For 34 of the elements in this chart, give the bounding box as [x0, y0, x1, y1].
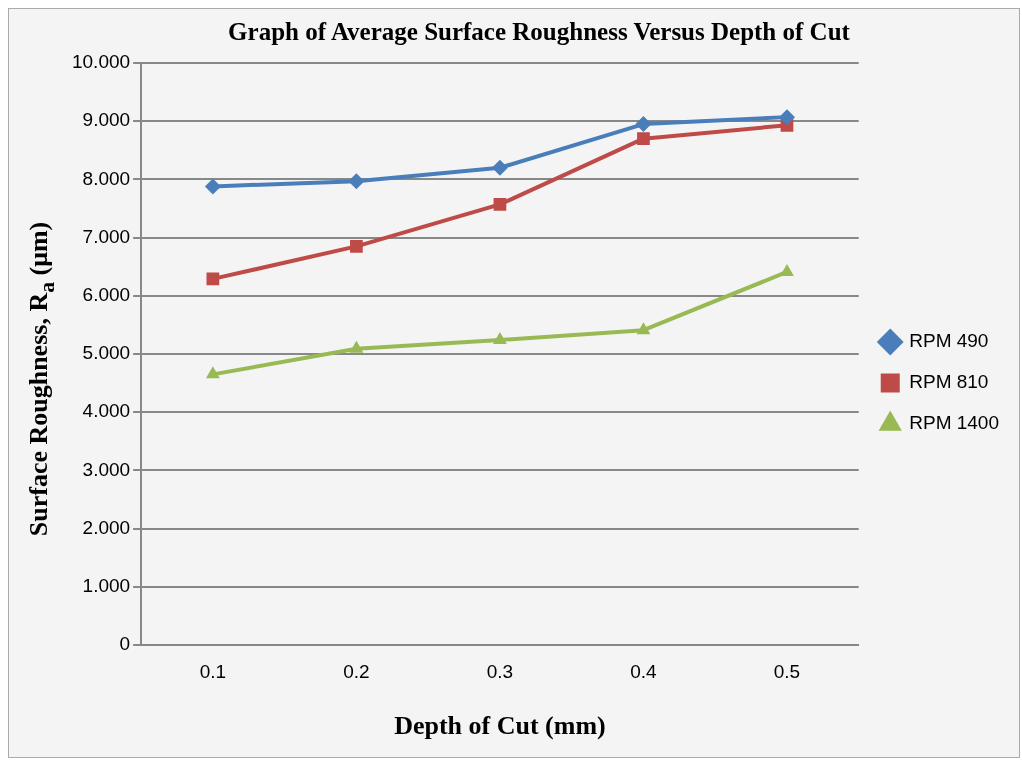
point [637, 132, 650, 146]
point [780, 263, 794, 276]
point [635, 116, 652, 133]
legend-label: RPM 810 [909, 371, 989, 393]
chart-title: Graph of Average Surface Roughness Versus Depth of Cut [228, 18, 851, 46]
point [778, 109, 795, 126]
y-tick-label: 0 [119, 633, 131, 655]
point [493, 332, 507, 345]
y-tick-label: 10.000 [71, 51, 131, 73]
point [636, 322, 651, 335]
y-tick-label: 2.000 [82, 516, 131, 538]
y-tick-label: 4.000 [82, 400, 131, 422]
x-axis-title: Depth of Cut (mm) [394, 711, 606, 741]
point [348, 173, 365, 190]
y-tick-label: 7.000 [82, 225, 131, 247]
y-tick-label: 3.000 [82, 458, 131, 480]
point [350, 239, 363, 253]
x-tick-label: 0.2 [343, 660, 370, 682]
y-tick-label: 1.000 [82, 575, 131, 597]
y-tick-label: 5.000 [82, 342, 131, 364]
x-tick-label: 0.3 [486, 660, 514, 682]
point [349, 340, 364, 353]
point [493, 198, 507, 211]
x-tick-label: 0.1 [199, 660, 227, 682]
point [491, 159, 508, 176]
x-tick-label: 0.5 [773, 660, 801, 682]
x-tick-label: 0.4 [630, 660, 658, 682]
y-tick-label: 8.000 [82, 167, 131, 189]
y-tick-label: 9.000 [82, 109, 131, 131]
legend-label: RPM 490 [909, 330, 989, 352]
point [205, 366, 220, 379]
legend-label: RPM 1400 [909, 412, 1000, 434]
y-tick-label: 6.000 [82, 284, 131, 306]
point [204, 178, 221, 195]
